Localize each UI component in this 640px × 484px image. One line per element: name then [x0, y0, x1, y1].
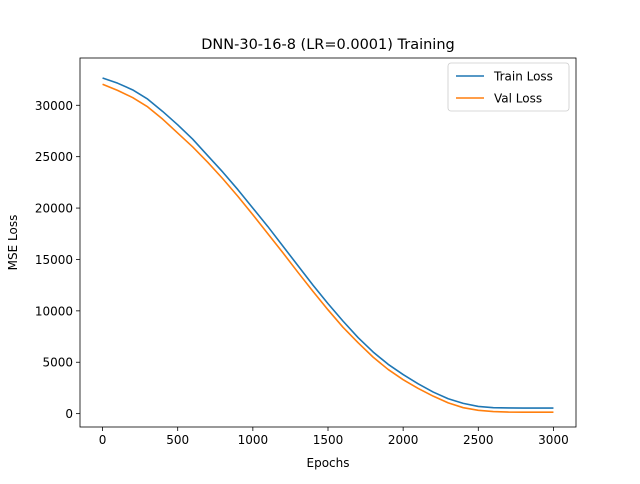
y-tick-label: 25000 [35, 150, 73, 164]
legend: Train Loss Val Loss [447, 62, 570, 112]
y-tick-label: 30000 [35, 99, 73, 113]
chart-title: DNN-30-16-8 (LR=0.0001) Training [201, 37, 454, 53]
legend-box [447, 62, 570, 112]
y-tick-label: 10000 [35, 304, 73, 318]
y-tick-label: 0 [65, 407, 73, 421]
x-tick-label: 2500 [463, 433, 494, 447]
x-tick-label: 500 [166, 433, 189, 447]
y-axis-label: MSE Loss [6, 215, 20, 271]
series-line-train-loss [102, 77, 554, 409]
series-line-val-loss [102, 83, 554, 414]
x-tick-label: 1500 [313, 433, 344, 447]
x-tick-label: 1000 [238, 433, 269, 447]
x-tick-label: 0 [99, 433, 107, 447]
x-axis-label: Epochs [307, 456, 350, 470]
y-tick-label: 15000 [35, 253, 73, 267]
legend-label: Val Loss [494, 92, 542, 106]
x-tick-label: 3000 [538, 433, 569, 447]
x-tick-label: 2000 [388, 433, 419, 447]
legend-label: Train Loss [493, 70, 553, 84]
y-tick-label: 20000 [35, 202, 73, 216]
y-tick-label: 5000 [42, 356, 73, 370]
